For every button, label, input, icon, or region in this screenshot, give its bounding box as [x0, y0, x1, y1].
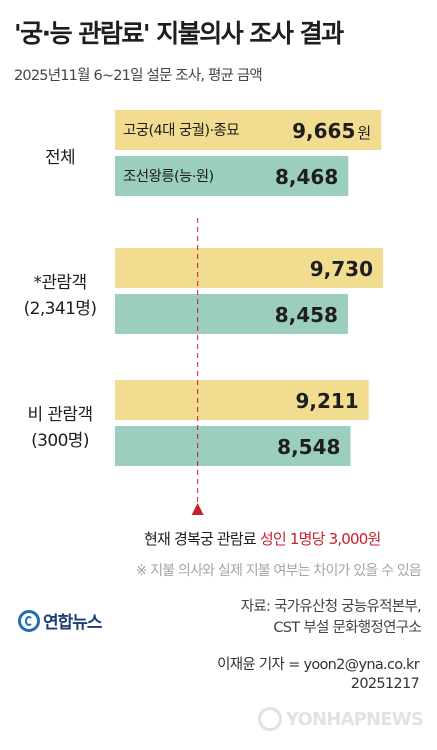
reference-note-highlight: 성인 1명당 3,000원	[259, 530, 381, 548]
credit-line-2: 20251217	[350, 676, 420, 692]
page-title: '궁·능 관람료' 지불의사 조사 결과	[14, 19, 344, 48]
category-label-2-0: 비 관람객	[28, 405, 93, 425]
data-label-1-0: 9,730	[310, 257, 373, 281]
yonhap-logo: 연합뉴스	[18, 608, 103, 633]
bar-2-0	[115, 380, 369, 420]
data-label-value: 9,665	[292, 119, 355, 143]
credit-block: 이재윤 기자 = yoon2@yna.co.kr 20251217	[217, 656, 420, 694]
page-subtitle: 2025년11월 6~21일 설문 조사, 평균 금액	[14, 68, 263, 84]
data-label-value: 9,211	[295, 389, 358, 413]
yonhap-logo-text: 연합뉴스	[43, 613, 103, 633]
caveat-note: ※ 지불 의사와 실제 지불 여부는 차이가 있을 수 있음	[135, 563, 422, 579]
data-label-value: 8,458	[275, 303, 338, 327]
yonhap-logo-icon	[18, 609, 40, 632]
watermark-text: YONHAPNEWS	[285, 708, 424, 730]
data-label-0-1: 8,468	[275, 165, 338, 189]
watermark: YONHAPNEWS	[257, 707, 424, 731]
bar-0-1	[115, 156, 349, 196]
data-label-0-0: 9,665 원	[292, 119, 371, 143]
source-block: 자료: 국가유산청 궁능유적본부, CST 부설 문화행정연구소	[240, 597, 422, 639]
source-line-1: 자료: 국가유산청 궁능유적본부,	[240, 599, 422, 615]
data-label-value: 9,730	[310, 257, 373, 281]
bar-0-0	[115, 110, 382, 150]
watermark-icon	[257, 707, 282, 731]
data-label-value: 8,548	[277, 435, 340, 459]
data-label-1-1: 8,458	[275, 303, 338, 327]
category-label-2-1: (300명)	[31, 431, 89, 451]
data-label-unit: 원	[357, 124, 371, 142]
data-label-2-1: 8,548	[277, 435, 340, 459]
series-label-1: 조선왕릉(능·원)	[123, 168, 214, 185]
data-label-2-0: 9,211	[295, 389, 358, 413]
credit-line-1: 이재윤 기자 = yoon2@yna.co.kr	[217, 657, 420, 673]
reference-marker-icon	[191, 503, 204, 515]
reference-note: 현재 경복궁 관람료 성인 1명당 3,000원	[144, 528, 381, 549]
bar-1-1	[115, 294, 348, 334]
bar-chart: 9,665 원 고궁(4대 궁궐)·종묘 8,468 조선왕릉(능·원) 전체 9,730 8…	[24, 110, 383, 515]
bar-2-1	[115, 426, 351, 466]
series-label-0: 고궁(4대 궁궐)·종묘	[123, 122, 239, 139]
category-label-1-1: (2,341명)	[24, 299, 97, 319]
data-label-value: 8,468	[275, 165, 338, 189]
category-label-1-0: *관람객	[33, 273, 86, 293]
bar-1-0	[115, 248, 383, 288]
reference-note-prefix: 현재 경복궁 관람료	[144, 530, 260, 548]
source-line-2: CST 부설 문화행정연구소	[273, 620, 421, 636]
category-label-0-0: 전체	[45, 148, 75, 168]
